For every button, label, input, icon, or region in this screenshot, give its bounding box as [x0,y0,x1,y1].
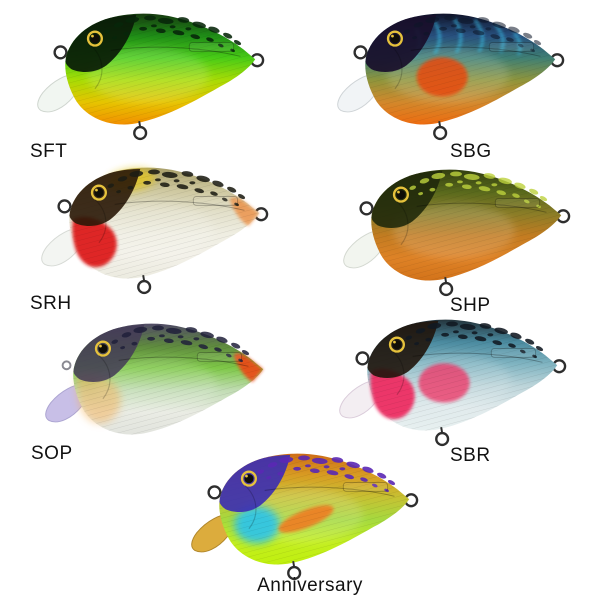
belly-hook-ring [433,121,448,141]
line-tie-ring [353,45,368,60]
lure-image-anniversary [191,453,419,581]
product-label: SRH [30,293,72,314]
product-label: SBR [450,445,491,466]
lure-image-sft [37,13,265,141]
lure-image-srh [41,165,269,295]
belly-hook-ring [287,561,302,581]
line-tie-ring [207,485,222,500]
product-label: SBG [450,141,492,162]
product-label: SHP [450,295,491,316]
belly-hook-ring [435,427,450,447]
lure-image-sbg [337,13,565,141]
belly-hook-ring [137,275,152,295]
line-tie-ring [355,351,370,366]
lure-image-sop [45,323,264,435]
product-label: Anniversary [257,575,363,596]
lure-image-sbr [339,319,567,447]
product-label: SFT [30,141,68,162]
line-tie-ring [53,45,68,60]
line-tie-ring [57,199,72,214]
lure-image-shp [343,169,571,297]
product-label: SOP [31,443,73,464]
line-tie-clasp [61,360,72,371]
belly-hook-ring [133,121,148,141]
line-tie-ring [359,201,374,216]
belly-hook-ring [439,277,454,297]
